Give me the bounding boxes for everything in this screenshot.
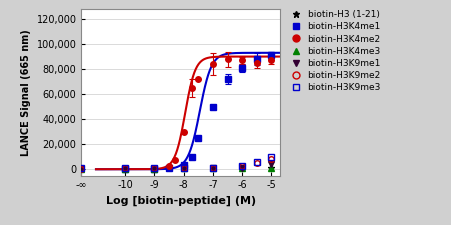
biotin-H3K4me2: [195, 78, 201, 81]
biotin-H3K9me3: [180, 167, 186, 169]
biotin-H3K9me3: [152, 167, 157, 169]
biotin-H3K4me2: [239, 59, 244, 62]
biotin-H3K4me2: [225, 58, 230, 61]
biotin-H3K9me1: [122, 167, 128, 170]
biotin-H3K4me3: [180, 167, 186, 170]
biotin-H3K4me1: [253, 58, 259, 61]
biotin-H3K4me3: [239, 167, 244, 169]
biotin-H3 (1-21): [180, 167, 186, 170]
biotin-H3 (1-21): [122, 167, 128, 170]
biotin-H3K4me3: [210, 167, 215, 170]
biotin-H3K9me2: [152, 167, 157, 170]
Y-axis label: LANCE Signal (665 nm): LANCE Signal (665 nm): [21, 29, 31, 156]
biotin-H3K4me1: [152, 167, 157, 170]
biotin-H3K4me3: [122, 167, 128, 170]
biotin-H3K4me1: [225, 78, 230, 81]
biotin-H3K4me1: [268, 54, 274, 57]
biotin-H3K4me2: [189, 87, 195, 89]
Legend: biotin-H3 (1-21), biotin-H3K4me1, biotin-H3K4me2, biotin-H3K4me3, biotin-H3K9me1: biotin-H3 (1-21), biotin-H3K4me1, biotin…: [286, 10, 380, 92]
biotin-H3K9me1: [239, 166, 244, 169]
biotin-H3 (1-21): [78, 167, 84, 170]
biotin-H3K4me2: [172, 159, 177, 162]
biotin-H3 (1-21): [210, 167, 215, 170]
biotin-H3K9me1: [210, 167, 215, 170]
biotin-H3K4me1: [122, 167, 128, 170]
biotin-H3K9me2: [180, 167, 186, 170]
biotin-H3K9me3: [210, 166, 215, 169]
biotin-H3K4me2: [180, 130, 186, 133]
biotin-H3K9me2: [268, 158, 274, 161]
biotin-H3K9me2: [253, 162, 259, 164]
biotin-H3K4me1: [210, 105, 215, 108]
biotin-H3K9me3: [239, 165, 244, 167]
biotin-H3K9me2: [122, 167, 128, 170]
biotin-H3K4me2: [166, 165, 171, 167]
biotin-H3K9me2: [78, 167, 84, 170]
biotin-H3K9me3: [268, 156, 274, 159]
biotin-H3K4me3: [152, 167, 157, 170]
Line: biotin-H3 (1-21): biotin-H3 (1-21): [78, 165, 274, 171]
biotin-H3K4me1: [180, 164, 186, 166]
biotin-H3K9me1: [180, 167, 186, 170]
biotin-H3K4me3: [78, 167, 84, 170]
X-axis label: Log [biotin-peptide] (M): Log [biotin-peptide] (M): [106, 196, 255, 206]
biotin-H3K4me1: [195, 137, 201, 139]
biotin-H3 (1-21): [152, 167, 157, 170]
biotin-H3K4me1: [239, 67, 244, 69]
biotin-H3K4me2: [122, 167, 128, 170]
biotin-H3K4me1: [166, 167, 171, 170]
biotin-H3K9me2: [239, 165, 244, 167]
Line: biotin-H3K9me1: biotin-H3K9me1: [78, 162, 274, 171]
biotin-H3K4me3: [268, 166, 274, 169]
biotin-H3K9me3: [122, 167, 128, 169]
Line: biotin-H3K4me2: biotin-H3K4me2: [122, 56, 274, 171]
biotin-H3K9me1: [268, 163, 274, 166]
Line: biotin-H3K9me3: biotin-H3K9me3: [78, 155, 274, 171]
Line: biotin-H3K9me2: biotin-H3K9me2: [78, 156, 274, 171]
biotin-H3 (1-21): [239, 167, 244, 170]
biotin-H3K4me2: [253, 61, 259, 64]
biotin-H3K9me1: [152, 167, 157, 170]
Line: biotin-H3K4me1: biotin-H3K4me1: [122, 53, 274, 171]
biotin-H3K9me2: [210, 167, 215, 169]
biotin-H3K4me2: [152, 167, 157, 170]
Line: biotin-H3K4me3: biotin-H3K4me3: [78, 165, 274, 171]
biotin-H3K4me2: [268, 59, 274, 62]
biotin-H3K9me3: [253, 161, 259, 164]
biotin-H3K4me2: [210, 63, 215, 65]
biotin-H3K4me1: [189, 155, 195, 158]
biotin-H3K9me1: [78, 167, 84, 170]
biotin-H3 (1-21): [268, 167, 274, 169]
biotin-H3K9me3: [78, 166, 84, 169]
